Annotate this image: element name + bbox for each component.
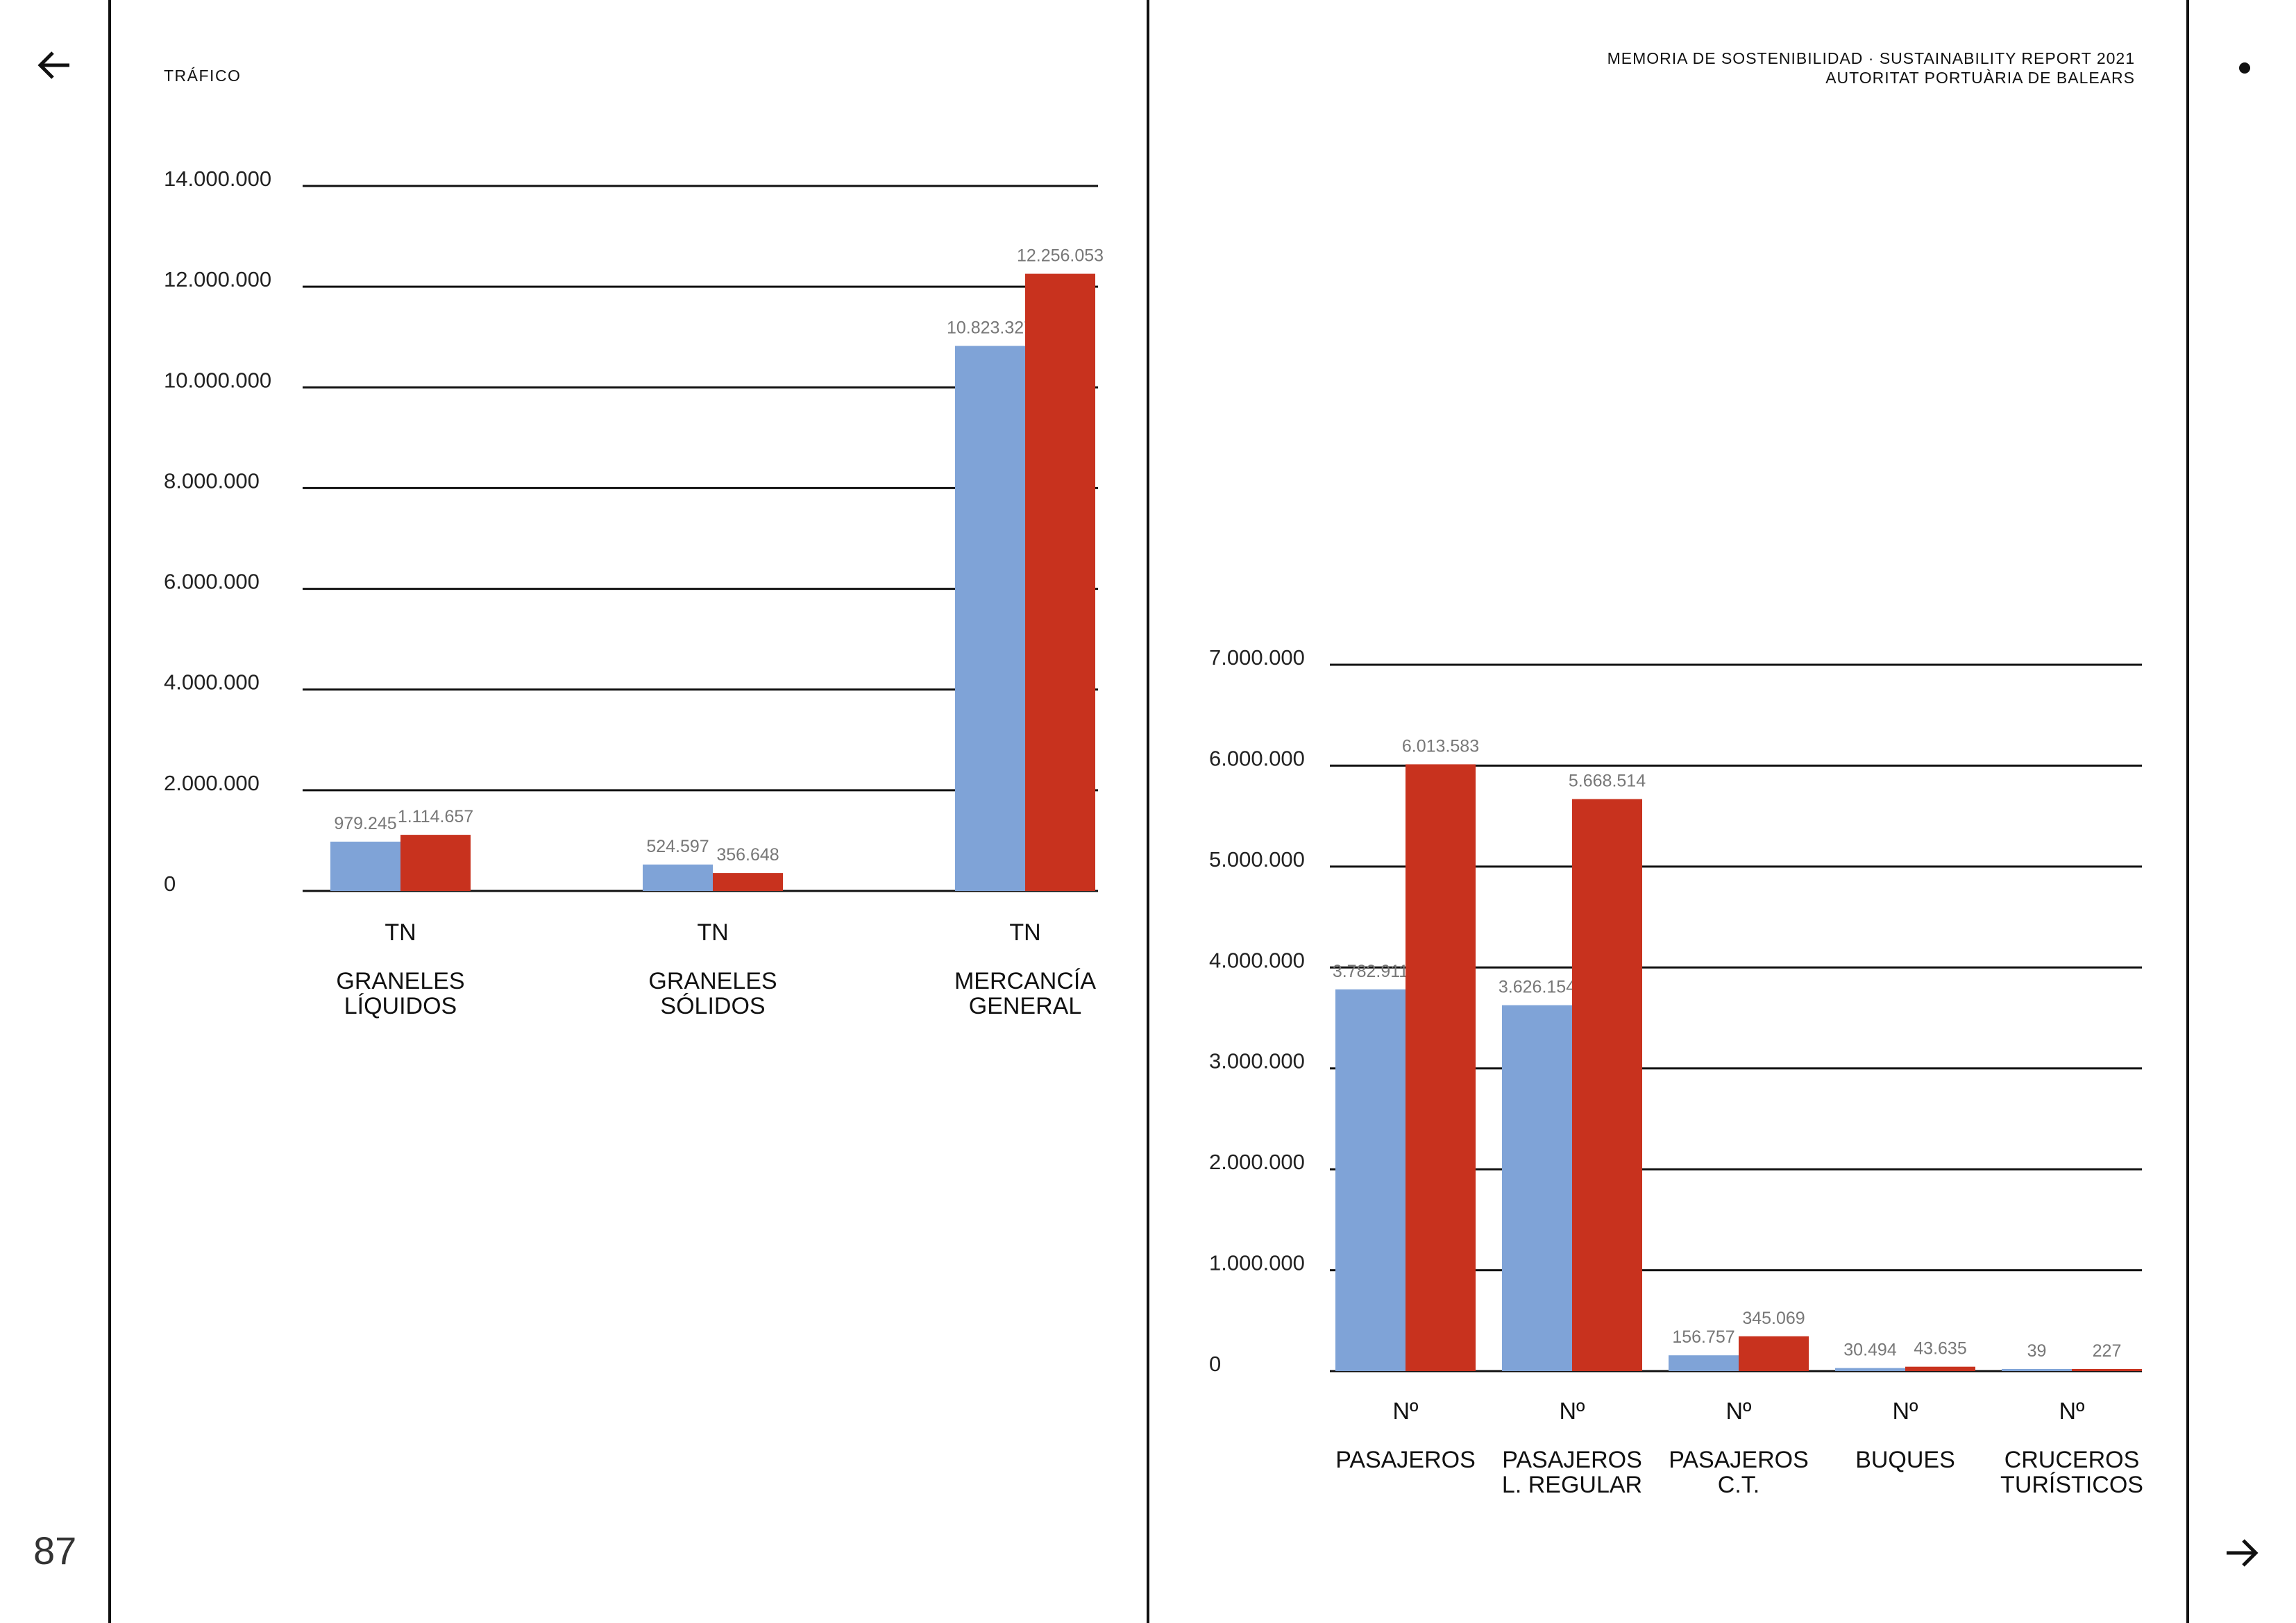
category-label: SÓLIDOS	[660, 993, 765, 1019]
data-label: 156.757	[1672, 1327, 1734, 1347]
bar-series-a	[1835, 1368, 1905, 1371]
unit-label: Nº	[2059, 1398, 2085, 1425]
unit-label: Nº	[1893, 1398, 1918, 1425]
category-label: CRUCEROS	[2004, 1447, 2140, 1473]
data-label: 12.256.053	[1017, 246, 1104, 266]
y-tick-label: 10.000.000	[164, 368, 271, 392]
unit-label: Nº	[1393, 1398, 1419, 1425]
left-margin-rule	[108, 0, 111, 1623]
data-label: 30.494	[1843, 1341, 1897, 1360]
bar-series-a	[1502, 1005, 1572, 1371]
unit-label: TN	[385, 919, 416, 946]
y-tick-label: 0	[164, 872, 176, 896]
arrow-right-icon[interactable]	[2221, 1532, 2263, 1581]
bar-series-a	[2002, 1369, 2072, 1371]
data-label: 3.782.911	[1333, 962, 1408, 981]
y-tick-label: 12.000.000	[164, 267, 271, 291]
y-tick-label: 0	[1209, 1352, 1221, 1376]
y-tick-label: 6.000.000	[1209, 746, 1305, 770]
category-label: PASAJEROS	[1335, 1447, 1476, 1473]
category-label: MERCANCÍA	[954, 968, 1096, 994]
tonnage-chart: 0 2.000.000 4.000.000 6.000.000 8.000.000 10.…	[164, 167, 1104, 1019]
y-tick-label: 4.000.000	[1209, 948, 1305, 972]
section-title: TRÁFICO	[164, 67, 242, 85]
data-label: 6.013.583	[1402, 736, 1479, 756]
category-label: LÍQUIDOS	[344, 993, 457, 1019]
y-tick-label: 1.000.000	[1209, 1251, 1305, 1275]
arrow-left-icon[interactable]	[33, 44, 75, 93]
data-label: 227	[2093, 1341, 2122, 1361]
category-label: GRANELES	[336, 968, 464, 994]
data-label: 39	[2027, 1341, 2047, 1361]
y-tick-label: 5.000.000	[1209, 847, 1305, 872]
category-label: GENERAL	[969, 993, 1082, 1019]
page-indicator-dot	[2239, 62, 2250, 74]
unit-label: Nº	[1726, 1398, 1752, 1425]
report-header: MEMORIA DE SOSTENIBILIDAD · SUSTAINABILI…	[1607, 49, 2135, 87]
y-tick-label: 2.000.000	[164, 771, 260, 795]
right-margin-rule	[2186, 0, 2189, 1623]
bar-series-b	[1025, 273, 1095, 891]
passengers-chart: 0 1.000.000 2.000.000 3.000.000 4.000.000 5.0…	[1209, 645, 2143, 1498]
bar-series-a	[1335, 989, 1406, 1371]
data-label: 1.114.657	[398, 807, 473, 826]
data-label: 979.245	[334, 814, 396, 833]
unit-label: Nº	[1560, 1398, 1585, 1425]
data-label: 345.069	[1742, 1309, 1805, 1328]
category-label: C.T.	[1718, 1472, 1759, 1498]
report-header-line2: AUTORITAT PORTUÀRIA DE BALEARS	[1825, 69, 2135, 87]
page-number: 87	[33, 1529, 77, 1572]
unit-label: TN	[697, 919, 728, 946]
data-label: 524.597	[646, 837, 709, 856]
data-label: 3.626.154	[1499, 978, 1576, 997]
category-label: BUQUES	[1855, 1447, 1955, 1473]
bar-series-b	[1572, 799, 1642, 1371]
data-label: 5.668.514	[1569, 772, 1646, 791]
y-tick-label: 6.000.000	[164, 570, 260, 594]
category-label: TURÍSTICOS	[2000, 1472, 2143, 1498]
report-header-line1: MEMORIA DE SOSTENIBILIDAD · SUSTAINABILI…	[1607, 49, 2135, 67]
y-tick-label: 2.000.000	[1209, 1150, 1305, 1174]
bar-series-a	[1669, 1355, 1739, 1371]
y-tick-label: 4.000.000	[164, 670, 260, 695]
bar-series-b	[1739, 1336, 1809, 1371]
category-label: L. REGULAR	[1502, 1472, 1642, 1498]
page-divider	[1147, 0, 1149, 1623]
data-label: 43.635	[1914, 1339, 1966, 1359]
data-label: 10.823.327	[947, 318, 1033, 338]
bar-series-a	[643, 864, 713, 891]
category-label: PASAJEROS	[1669, 1447, 1809, 1473]
y-tick-label: 3.000.000	[1209, 1049, 1305, 1073]
y-tick-label: 8.000.000	[164, 468, 260, 493]
unit-label: TN	[1009, 919, 1040, 946]
bar-series-b	[400, 835, 471, 891]
y-tick-label: 7.000.000	[1209, 645, 1305, 670]
bar-series-b	[2072, 1369, 2142, 1371]
bar-series-a	[955, 346, 1025, 891]
bar-series-b	[713, 873, 783, 891]
bar-series-b	[1406, 764, 1476, 1371]
category-label: PASAJEROS	[1502, 1447, 1642, 1473]
data-label: 356.648	[716, 845, 779, 865]
bar-series-a	[330, 841, 400, 891]
category-label: GRANELES	[648, 968, 777, 994]
y-tick-label: 14.000.000	[164, 167, 271, 191]
bar-series-b	[1905, 1366, 1975, 1371]
